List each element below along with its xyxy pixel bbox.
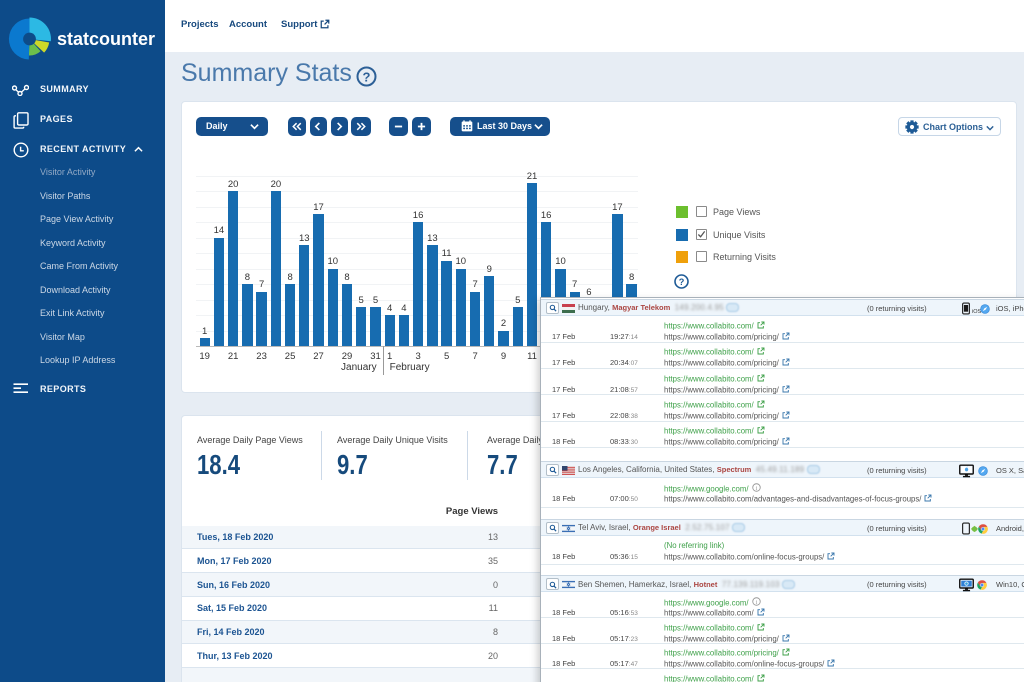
svg-text:i: i [755, 486, 757, 492]
svg-text:?: ? [363, 70, 371, 85]
svg-text:i: i [755, 600, 757, 606]
svg-text:?: ? [679, 277, 685, 287]
